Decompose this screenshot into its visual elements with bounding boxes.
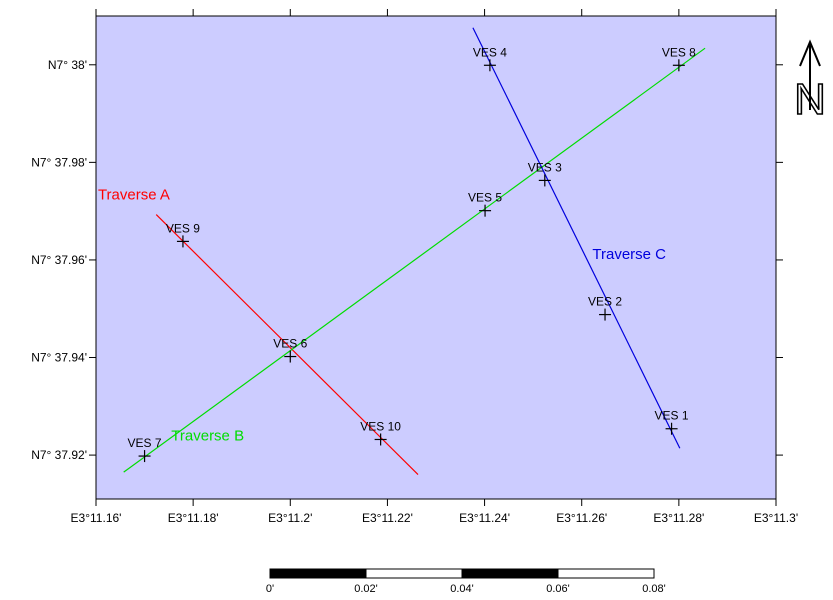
station-label: VES 4 <box>473 45 507 59</box>
scale-bar-label: 0.02' <box>354 583 378 595</box>
station-label: VES 8 <box>662 45 696 59</box>
station-marker: VES 2 <box>588 295 622 321</box>
y-tick-label: N7° 37.92' <box>31 448 87 462</box>
scale-bar-segment <box>269 568 367 579</box>
north-arrow-label: N <box>794 75 826 124</box>
y-tick-label: N7° 37.94' <box>31 351 87 365</box>
north-arrow-icon: N <box>793 39 827 125</box>
x-tick-label: E3°11.3' <box>754 511 798 525</box>
x-tick-label: E3°11.18' <box>168 511 219 525</box>
scale-bar-segment <box>461 568 559 579</box>
y-tick-label: N7° 37.98' <box>31 155 87 169</box>
y-tick-label: N7° 38' <box>48 58 87 72</box>
scale-bar-segment <box>365 568 463 579</box>
map-frame <box>95 15 777 500</box>
station-marker: VES 9 <box>166 221 200 248</box>
x-tick-label: E3°11.26' <box>556 511 607 525</box>
y-axis-ticks: N7° 37.92' N7° 37.94' N7° 37.96' N7° 37.98'… <box>31 58 783 462</box>
scale-bar-segment <box>557 568 655 579</box>
traverse-line <box>123 47 706 473</box>
scale-bar-label: 0.04' <box>450 583 474 595</box>
station-marker: VES 3 <box>528 160 562 187</box>
station-marker: VES 6 <box>273 337 308 363</box>
station-label: VES 5 <box>468 191 502 205</box>
scale-bar-label: 0' <box>266 583 274 595</box>
traverse-line <box>155 214 419 476</box>
station-label: VES 1 <box>655 409 689 423</box>
x-tick-label: E3°11.24' <box>459 511 510 525</box>
x-tick-label: E3°11.22' <box>362 511 413 525</box>
scale-bar-label: 0.08' <box>642 583 666 595</box>
x-axis-ticks: E3°11.16' E3°11.18' E3°11.2' E3°11.22' E3°11… <box>71 9 798 525</box>
x-tick-label: E3°11.2' <box>268 511 312 525</box>
station-markers: VES 1 VES 2 VES 3 VES 4 VES 5 VES 6 VES 7 VES 8… <box>128 45 696 463</box>
station-marker: VES 1 <box>655 409 689 435</box>
x-tick-label: E3°11.28' <box>653 511 704 525</box>
y-tick-label: N7° 37.96' <box>31 253 87 267</box>
station-label: VES 3 <box>528 160 562 174</box>
station-label: VES 6 <box>273 337 307 351</box>
station-marker: VES 5 <box>468 191 502 217</box>
station-label: VES 2 <box>588 295 622 309</box>
station-marker: VES 4 <box>473 45 507 72</box>
scale-bar-label: 0.06' <box>546 583 570 595</box>
station-marker: VES 10 <box>360 419 401 446</box>
station-marker: VES 7 <box>128 436 162 463</box>
station-label: VES 9 <box>166 221 200 235</box>
traverse-label: Traverse B <box>171 427 244 444</box>
traverse-lines: Traverse A Traverse B Traverse C <box>98 27 706 476</box>
station-label: VES 7 <box>128 436 162 450</box>
traverse-label: Traverse C <box>592 246 666 263</box>
traverse-line <box>472 27 681 449</box>
station-marker: VES 8 <box>662 45 696 72</box>
station-label: VES 10 <box>360 419 401 433</box>
scale-bar: 0' 0.02' 0.04' 0.06' 0.08' <box>266 568 666 595</box>
traverse-label: Traverse A <box>98 186 170 203</box>
x-tick-label: E3°11.16' <box>71 511 122 525</box>
